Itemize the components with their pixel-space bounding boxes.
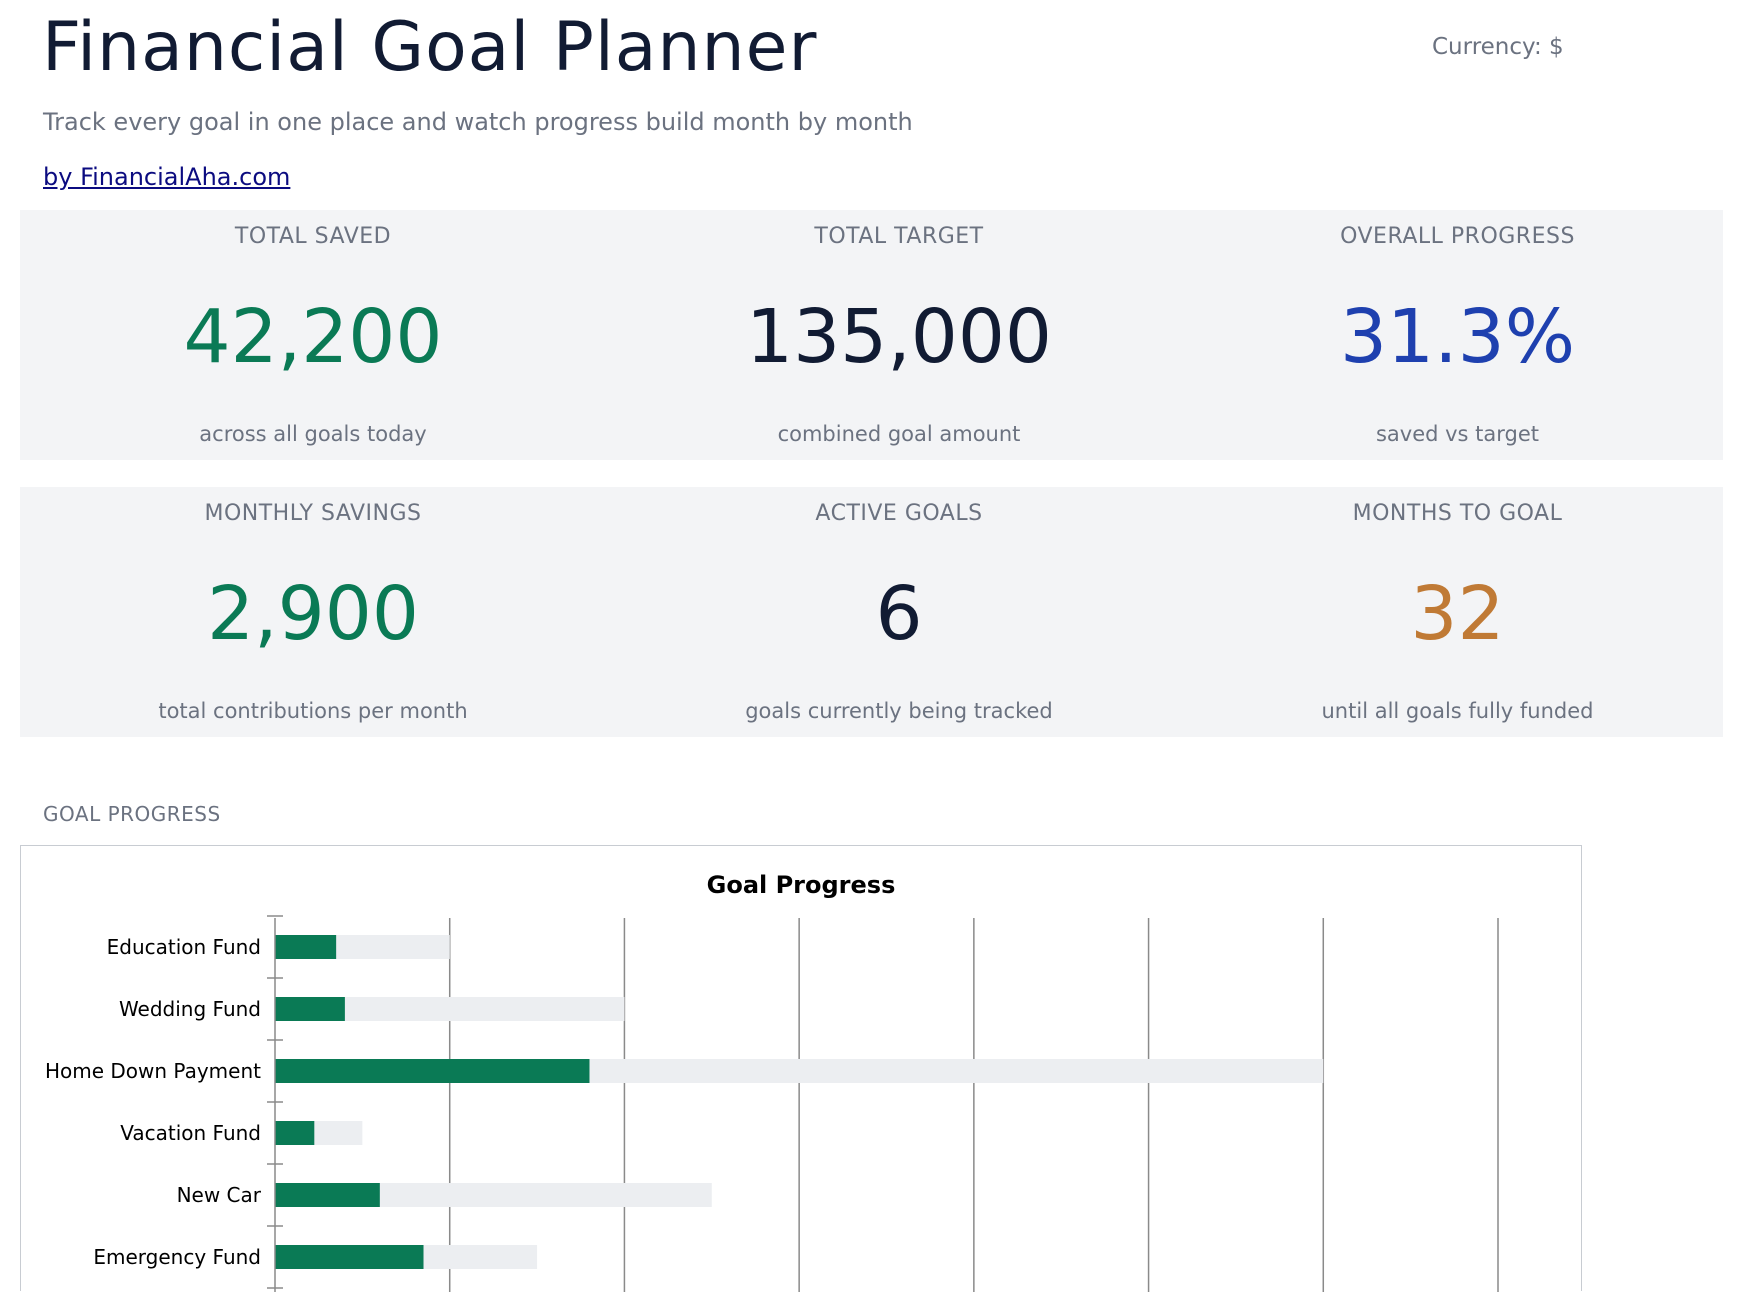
kpi-label: ACTIVE GOALS [815,501,983,526]
y-tick-label: New Car [177,1183,262,1207]
kpi-overall-progress: OVERALL PROGRESS 31.3% saved vs target [1192,210,1723,460]
kpi-caption: total contributions per month [158,699,468,723]
kpi-caption: saved vs target [1375,422,1540,446]
bar-saved [275,935,337,959]
kpi-value: 42,200 [183,294,443,380]
financialaha-link[interactable]: by FinancialAha.com [43,163,291,191]
kpi-value: 2,900 [207,571,419,657]
bar-saved [275,1059,590,1083]
kpi-label: MONTHS TO GOAL [1352,501,1563,526]
chart-title: Goal Progress [707,871,896,899]
page-title: Financial Goal Planner [42,8,818,87]
kpi-caption: goals currently being tracked [745,699,1053,723]
y-tick-label: Wedding Fund [119,997,261,1021]
kpi-active-goals: ACTIVE GOALS 6 goals currently being tra… [606,487,1192,737]
bar-saved [275,997,345,1021]
chart-svg: Education Fund Wedding Fund Home Down Paym… [45,871,1499,1292]
kpi-value: 31.3% [1339,294,1576,380]
page-subtitle: Track every goal in one place and watch … [43,108,913,136]
y-tick-label: Vacation Fund [120,1121,261,1145]
kpi-months-to-goal: MONTHS TO GOAL 32 until all goals fully … [1192,487,1723,737]
kpi-caption: until all goals fully funded [1321,699,1594,723]
section-label-goal-progress: GOAL PROGRESS [43,802,221,826]
bar-saved [275,1183,380,1207]
currency-indicator: Currency: $ [1432,34,1564,60]
kpi-total-target: TOTAL TARGET 135,000 combined goal amoun… [606,210,1192,460]
kpi-caption: combined goal amount [777,422,1021,446]
y-tick-label: Education Fund [107,935,261,959]
kpi-total-saved: TOTAL SAVED 42,200 across all goals toda… [20,210,606,460]
kpi-caption: across all goals today [199,422,427,446]
kpi-label: OVERALL PROGRESS [1340,224,1575,249]
kpi-monthly-savings: MONTHLY SAVINGS 2,900 total contribution… [20,487,606,737]
kpi-label: TOTAL TARGET [814,224,984,249]
bar-saved [275,1121,315,1145]
goal-progress-chart: Education Fund Wedding Fund Home Down Paym… [20,845,1582,1292]
kpi-label: MONTHLY SAVINGS [204,501,422,526]
kpi-row-2: MONTHLY SAVINGS 2,900 total contribution… [20,487,1723,737]
y-tick-label: Home Down Payment [45,1059,261,1083]
kpi-value: 32 [1410,571,1505,657]
kpi-label: TOTAL SAVED [234,224,392,249]
kpi-row-1: TOTAL SAVED 42,200 across all goals toda… [20,210,1723,460]
bar-saved [275,1245,424,1269]
kpi-value: 135,000 [745,294,1052,380]
y-tick-label: Emergency Fund [93,1245,261,1269]
kpi-value: 6 [875,571,923,657]
